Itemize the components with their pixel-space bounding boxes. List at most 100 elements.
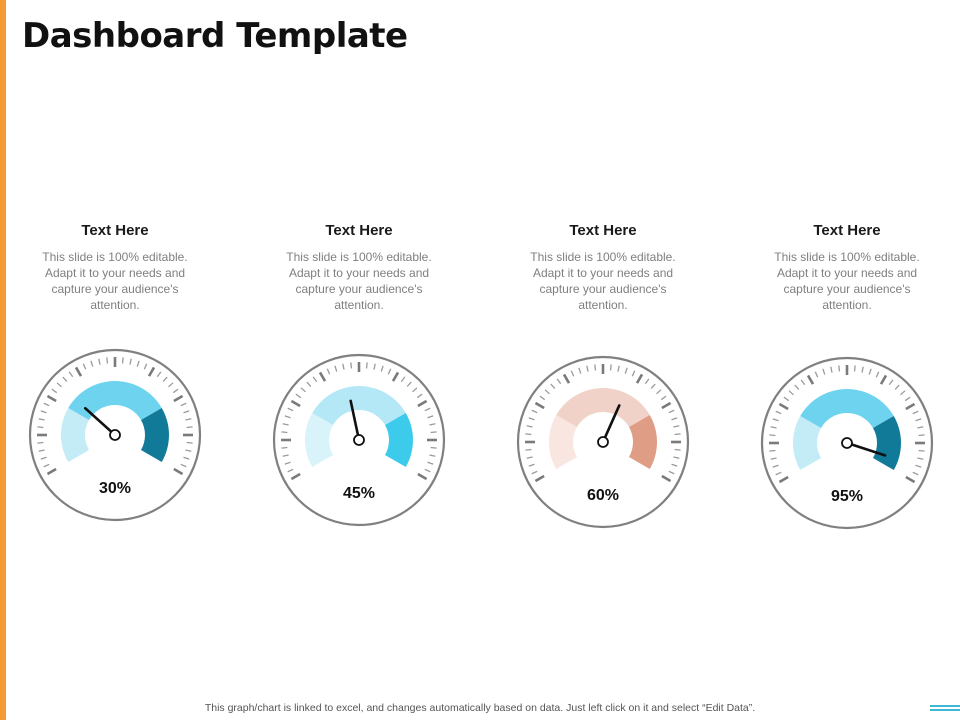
gauge-tick <box>624 367 628 374</box>
gauge-tick <box>46 394 57 403</box>
gauge-needle <box>850 443 887 457</box>
accent-bar <box>0 0 6 720</box>
gauge-tick <box>38 418 45 421</box>
gauge-tick <box>772 418 779 422</box>
gauge-tick <box>661 401 672 410</box>
gauge-tick <box>539 395 546 401</box>
gauge-band-low <box>793 416 822 470</box>
card-heading: Text Here <box>325 222 393 239</box>
gauge-tick <box>915 418 922 422</box>
gauge-tick <box>173 467 184 476</box>
gauge-tick <box>185 449 192 452</box>
gauge-tick <box>783 396 790 402</box>
gauge-tick <box>531 409 538 414</box>
gauge-2: 45% <box>272 353 446 527</box>
gauge-tick <box>290 399 301 408</box>
gauge-tick <box>326 368 331 375</box>
gauge-tick <box>915 464 922 468</box>
gauge-tick <box>671 417 678 421</box>
gauge-tick <box>82 363 87 370</box>
gauge-tick <box>769 449 776 452</box>
gauge-tick <box>635 373 644 384</box>
gauge-tick <box>917 457 924 460</box>
card-heading: Text Here <box>569 222 637 239</box>
gauge-tick <box>594 364 597 371</box>
gauge-needle <box>349 399 360 437</box>
gauge-tick <box>905 402 916 411</box>
card-heading: Text Here <box>81 222 149 239</box>
gauge-tick <box>875 371 880 378</box>
gauge-tick <box>40 456 47 460</box>
gauge-tick <box>838 365 841 372</box>
gauge-tick <box>287 468 294 473</box>
gauge-tick <box>544 389 550 395</box>
gauge-band-high <box>140 408 169 462</box>
gauge-tick <box>412 387 418 393</box>
gauge-band-low <box>549 415 578 469</box>
gauge-tick <box>578 367 582 374</box>
gauge-tick <box>918 434 925 437</box>
gauge-tick <box>570 370 575 377</box>
gauge-needle <box>83 406 113 433</box>
gauge-tick <box>387 368 392 375</box>
gauge-pivot <box>109 429 121 441</box>
gauge-tick <box>74 366 83 377</box>
gauge-tick <box>429 454 436 457</box>
gauge-tick <box>775 471 782 476</box>
brand-stripes-icon <box>930 705 960 715</box>
card-body: This slide is 100% editable. Adapt it to… <box>774 250 920 312</box>
gauge-band-high <box>872 416 901 470</box>
info-card-4: Text Here This slide is 100% editable. A… <box>747 222 947 313</box>
gauge-tick <box>917 426 924 429</box>
gauge-tick <box>430 431 437 434</box>
gauge-tick <box>534 474 545 483</box>
gauge-tick <box>424 468 431 473</box>
gauge-tick <box>905 475 916 484</box>
gauge-tick <box>185 418 192 421</box>
gauge-tick <box>342 363 345 370</box>
gauge-tick <box>674 448 681 451</box>
gauge-tick <box>37 441 44 444</box>
gauge-tick <box>37 426 44 429</box>
gauge-tick <box>617 365 620 372</box>
gauge-tick <box>312 376 318 383</box>
gauge-tick <box>282 423 289 426</box>
gauge-band-mid <box>312 386 406 425</box>
gauge-tick <box>674 433 681 436</box>
gauge-tick <box>295 393 302 399</box>
gauge-tick <box>900 390 906 396</box>
gauge-tick <box>673 456 680 459</box>
gauge-tick <box>660 395 667 401</box>
gauge-tick <box>40 410 47 414</box>
gauge-tick <box>528 463 535 467</box>
gauge-4: 95% <box>760 356 934 530</box>
gauge-tick <box>861 366 864 373</box>
gauge-tick <box>525 448 532 451</box>
gauge-3: 60% <box>516 355 690 529</box>
card-body: This slide is 100% editable. Adapt it to… <box>530 250 676 312</box>
gauge-tick <box>534 401 545 410</box>
gauge-tick <box>430 446 437 449</box>
gauge-tick <box>526 425 533 428</box>
gauge-tick <box>644 378 650 385</box>
gauge-tick <box>98 358 101 365</box>
gauge-tick <box>168 382 174 388</box>
gauge-tick <box>56 382 62 388</box>
gauge-pivot <box>841 437 853 449</box>
gauge-value-label: 95% <box>831 488 863 505</box>
gauge-tick <box>661 474 672 483</box>
gauge-tick <box>550 383 556 389</box>
gauge-tick <box>306 381 312 387</box>
gauge-tick <box>822 368 826 375</box>
gauge-tick <box>350 362 353 369</box>
gauge-tick <box>531 470 538 475</box>
gauge-tick <box>894 384 900 390</box>
gauge-tick <box>427 415 434 419</box>
gauge-tick <box>162 376 168 382</box>
gauge-tick <box>562 373 571 384</box>
gauge-tick <box>769 434 776 437</box>
gauge-tick <box>853 365 856 372</box>
gauge-tick <box>287 407 294 412</box>
gauge-tick <box>136 360 140 367</box>
gauge-tick <box>43 402 50 407</box>
